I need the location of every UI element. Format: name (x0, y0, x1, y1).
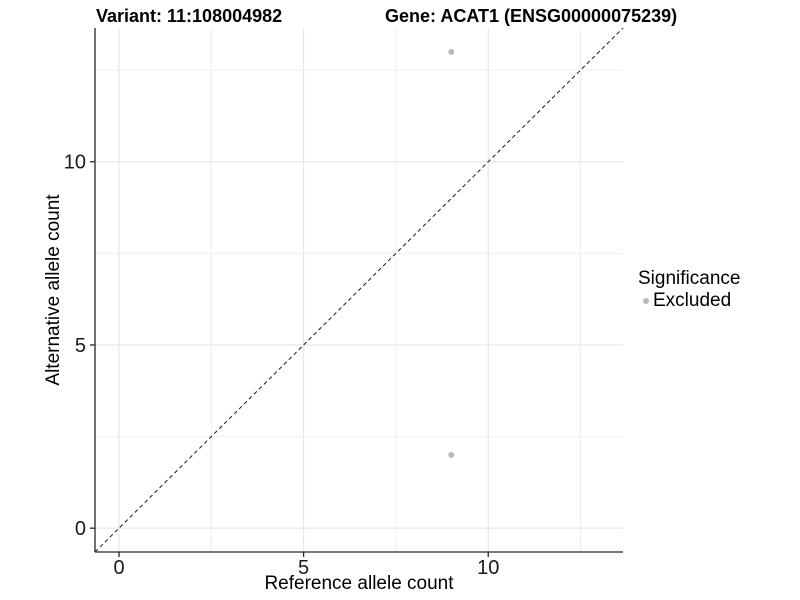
legend-title: Significance (638, 268, 741, 289)
identity-reference-line (94, 27, 624, 553)
legend-key-dot (642, 298, 649, 304)
chart-title-variant: Variant: 11:108004982 (96, 6, 283, 26)
y-axis-title: Alternative allele count (43, 194, 64, 386)
legend-item-excluded: Excluded (638, 290, 740, 312)
legend-item-label: Excluded (653, 290, 732, 311)
x-tick-label: 10 (477, 557, 499, 579)
data-point (448, 451, 455, 458)
y-tick-label: 0 (75, 518, 86, 540)
y-tick-label: 5 (75, 335, 86, 357)
chart-title-gene: Gene: ACAT1 (ENSG00000075239) (385, 6, 678, 26)
legend: Significance Excluded (638, 268, 740, 312)
x-tick-label: 0 (113, 557, 124, 579)
legend-key (638, 292, 653, 310)
x-axis-title: Reference allele count (264, 573, 454, 594)
data-point (448, 48, 455, 55)
y-tick-label: 10 (64, 152, 86, 174)
x-tick-label: 5 (298, 557, 309, 579)
